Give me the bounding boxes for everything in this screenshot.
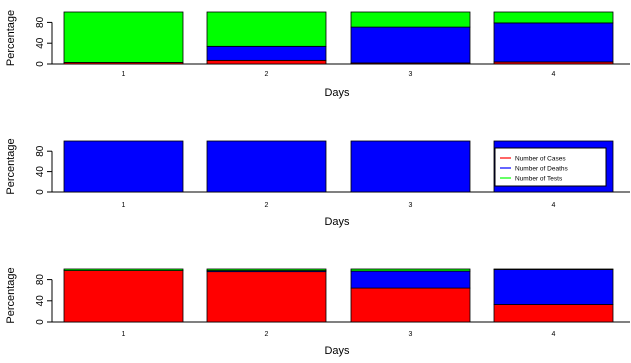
x-tick-label: 4 [552, 202, 556, 209]
y-tick-label: 40 [35, 166, 46, 178]
x-tick-label: 4 [552, 71, 556, 78]
bar-tests-day-4 [493, 268, 614, 270]
bar-deaths-day-2 [206, 140, 327, 193]
legend-label: Number of Deaths [515, 166, 568, 173]
y-tick-label: 80 [35, 16, 46, 28]
bar-tests-day-2 [206, 268, 327, 271]
bar-cases-day-4 [493, 304, 614, 323]
x-axis-label: Days [324, 87, 350, 99]
x-tick-label: 2 [265, 202, 269, 209]
bar-deaths-day-3 [350, 26, 471, 64]
legend-label: Number of Cases [515, 156, 566, 163]
x-tick-label: 1 [122, 71, 126, 78]
x-tick-label: 3 [409, 202, 413, 209]
bar-cases-day-2 [206, 59, 327, 65]
bar-deaths-day-4 [493, 269, 614, 305]
legend-label: Number of Tests [515, 176, 563, 183]
y-tick-label: 0 [35, 61, 46, 67]
y-tick-label: 40 [35, 295, 46, 307]
bar-tests-day-3 [350, 268, 471, 272]
chart-panel-1: 0 40 80 Percentage 1 2 3 4 Days [5, 10, 630, 99]
x-tick-label: 2 [265, 331, 269, 338]
x-tick-label: 2 [265, 71, 269, 78]
bar-tests-day-1 [63, 11, 184, 63]
bar-tests-day-2 [206, 11, 327, 47]
x-axis-label: Days [324, 345, 350, 357]
y-tick-label: 80 [35, 145, 46, 157]
bar-deaths-day-3 [350, 140, 471, 193]
bar-tests-day-3 [350, 11, 471, 28]
x-tick-label: 1 [122, 202, 126, 209]
y-tick-label: 0 [35, 189, 46, 195]
bar-tests-day-4 [493, 11, 614, 24]
bar-deaths-day-3 [350, 270, 471, 289]
y-axis-label: Percentage [5, 138, 17, 194]
x-tick-label: 1 [122, 331, 126, 338]
y-tick-label: 40 [35, 37, 46, 49]
x-tick-label: 3 [409, 71, 413, 78]
bar-deaths-day-4 [493, 22, 614, 63]
x-axis-label: Days [324, 216, 350, 228]
bar-cases-day-3 [350, 287, 471, 323]
y-axis-label: Percentage [5, 267, 17, 323]
bar-deaths-day-2 [206, 45, 327, 61]
legend: Number of Cases Number of Deaths Number of… [494, 147, 607, 187]
bar-cases-day-1 [63, 270, 184, 323]
bar-tests-day-1 [63, 268, 184, 271]
chart-panel-3: 0 40 80 Percentage 1 2 3 4 Days [5, 267, 630, 357]
bar-cases-day-2 [206, 271, 327, 323]
x-tick-label: 3 [409, 331, 413, 338]
y-tick-label: 80 [35, 274, 46, 286]
legend-box [494, 147, 607, 187]
bar-deaths-day-1 [63, 140, 184, 193]
y-axis-label: Percentage [5, 10, 17, 66]
y-tick-label: 0 [35, 319, 46, 325]
x-tick-label: 4 [552, 331, 556, 338]
